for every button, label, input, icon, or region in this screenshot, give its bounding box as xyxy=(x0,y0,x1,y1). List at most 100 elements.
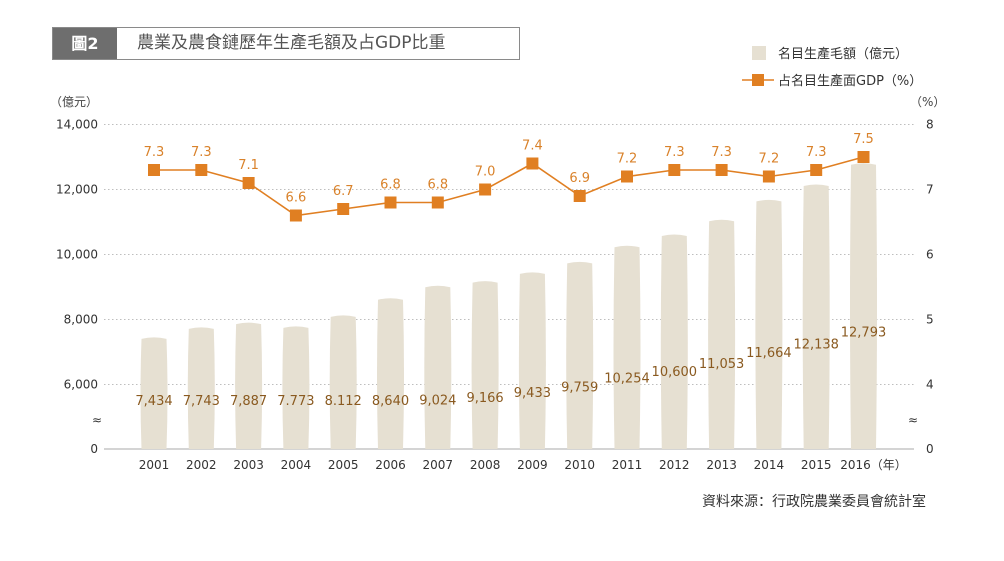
bar-value-label: 8.112 xyxy=(325,394,362,409)
x-tick-label: 2016（年） xyxy=(840,458,907,472)
bar-value-label: 9,166 xyxy=(466,391,503,406)
line-marker xyxy=(431,196,444,209)
bar-value-label: 10,254 xyxy=(604,371,650,386)
bar-value-label: 11,664 xyxy=(746,346,792,361)
line-marker xyxy=(289,209,302,222)
legend-line-marker xyxy=(752,74,764,86)
x-tick-label: 2015 xyxy=(801,458,832,472)
left-axis-break: ≈ xyxy=(92,413,102,427)
bar xyxy=(329,315,357,449)
right-tick-label: 5 xyxy=(926,313,934,327)
x-tick-label: 2005 xyxy=(328,458,359,472)
line-marker xyxy=(384,196,397,209)
x-tick-label: 2004 xyxy=(281,458,312,472)
bar-value-label: 12,138 xyxy=(793,338,839,353)
x-tick-label: 2009 xyxy=(517,458,548,472)
bar-value-label: 11,053 xyxy=(699,357,745,372)
bar xyxy=(235,322,263,449)
line-marker xyxy=(621,170,633,183)
bar-value-label: 9,759 xyxy=(561,380,598,395)
bar xyxy=(518,272,546,449)
line-marker xyxy=(715,164,728,176)
line-marker xyxy=(668,164,681,176)
line-value-label: 7.3 xyxy=(191,145,212,160)
legend: 名目生產毛額（億元） 占名目生產面GDP（%） xyxy=(742,46,922,89)
bar-value-label: 9,024 xyxy=(419,394,456,409)
line-marker xyxy=(337,203,350,215)
left-tick-label: 10,000 xyxy=(56,248,98,262)
right-tick-label: 6 xyxy=(926,248,934,262)
bar xyxy=(850,163,877,450)
bar xyxy=(755,199,783,449)
left-axis-unit: （億元） xyxy=(50,95,98,109)
line-value-label: 7.3 xyxy=(664,145,685,160)
bar-value-label: 7,743 xyxy=(183,394,220,409)
line-marker xyxy=(148,164,160,176)
line-marker xyxy=(762,170,775,183)
x-tick-label: 2011 xyxy=(612,458,643,472)
x-tick-label: 2014 xyxy=(754,458,785,472)
left-tick-label: 0 xyxy=(90,442,98,456)
line-value-label: 7.2 xyxy=(759,152,780,167)
line-value-labels: 7.3 7.3 7.1 6.6 6.7 6.8 6.8 7.0 7.4 6.9 7.2 7.3 7.3 7… xyxy=(144,132,874,206)
figure-tag: 圖2 xyxy=(53,28,117,59)
legend-line-label: 占名目生產面GDP（%） xyxy=(778,73,922,89)
bar xyxy=(471,281,499,449)
bar xyxy=(802,184,830,449)
x-tick-label: 2013 xyxy=(706,458,737,472)
gdp-share-line xyxy=(148,151,870,222)
line-value-label: 7.3 xyxy=(711,145,732,160)
right-axis-break: ≈ xyxy=(908,413,918,427)
left-tick-label: 12,000 xyxy=(56,183,98,197)
gdp-share-polyline xyxy=(154,156,864,217)
bar-value-label: 7,434 xyxy=(135,394,172,409)
line-value-label: 6.6 xyxy=(286,191,307,206)
right-tick-label: 4 xyxy=(926,378,934,392)
x-axis-ticks: 2001 2002 2003 2004 2005 2006 2007 2008 2009 2010… xyxy=(139,458,907,472)
line-marker xyxy=(526,157,539,170)
x-tick-label: 2008 xyxy=(470,458,501,472)
right-axis-unit: （%） xyxy=(910,95,945,109)
bar-value-label: 8,640 xyxy=(372,394,409,409)
source-note: 資料來源：行政院農業委員會統計室 xyxy=(702,494,926,510)
left-tick-label: 14,000 xyxy=(56,118,98,132)
bar-value-labels: 7,434 7,743 7,887 7.773 8.112 8,640 9,024 9,166… xyxy=(135,326,886,409)
line-marker xyxy=(573,190,586,202)
line-value-label: 6.8 xyxy=(380,178,401,193)
bar-value-label: 12,793 xyxy=(841,326,887,341)
bar xyxy=(660,234,688,449)
line-value-label: 7.5 xyxy=(853,132,874,147)
figure-title: 農業及農食鏈歷年生產毛額及占GDP比重 xyxy=(137,33,446,53)
line-marker xyxy=(479,183,492,196)
bar-value-label: 10,600 xyxy=(652,365,698,380)
line-marker xyxy=(857,151,870,163)
x-tick-label: 2012 xyxy=(659,458,690,472)
line-value-label: 6.9 xyxy=(569,171,590,186)
bar xyxy=(566,261,594,449)
line-value-label: 7.3 xyxy=(144,145,165,160)
line-value-label: 7.4 xyxy=(522,139,543,154)
line-marker xyxy=(195,164,208,176)
left-tick-label: 6,000 xyxy=(64,378,98,392)
line-value-label: 7.1 xyxy=(238,158,259,173)
left-axis-ticks: 0 6,000 8,000 10,000 12,000 14,000 xyxy=(56,118,98,457)
bar-value-label: 9,433 xyxy=(514,386,551,401)
line-marker xyxy=(242,177,255,189)
left-tick-label: 8,000 xyxy=(64,313,98,327)
line-value-label: 7.3 xyxy=(806,145,827,160)
bar xyxy=(424,285,452,449)
legend-bar-label: 名目生產毛額（億元） xyxy=(778,46,908,62)
bar xyxy=(613,245,641,449)
bar-value-label: 7.773 xyxy=(277,394,314,409)
bar xyxy=(140,337,168,449)
bar xyxy=(708,219,736,449)
line-value-label: 6.7 xyxy=(333,184,354,199)
x-tick-label: 2002 xyxy=(186,458,217,472)
right-tick-label: 0 xyxy=(926,442,934,456)
right-tick-label: 8 xyxy=(926,118,934,132)
line-marker xyxy=(810,164,823,176)
line-value-label: 7.2 xyxy=(617,152,638,167)
bar xyxy=(282,326,310,449)
bar xyxy=(377,298,404,449)
